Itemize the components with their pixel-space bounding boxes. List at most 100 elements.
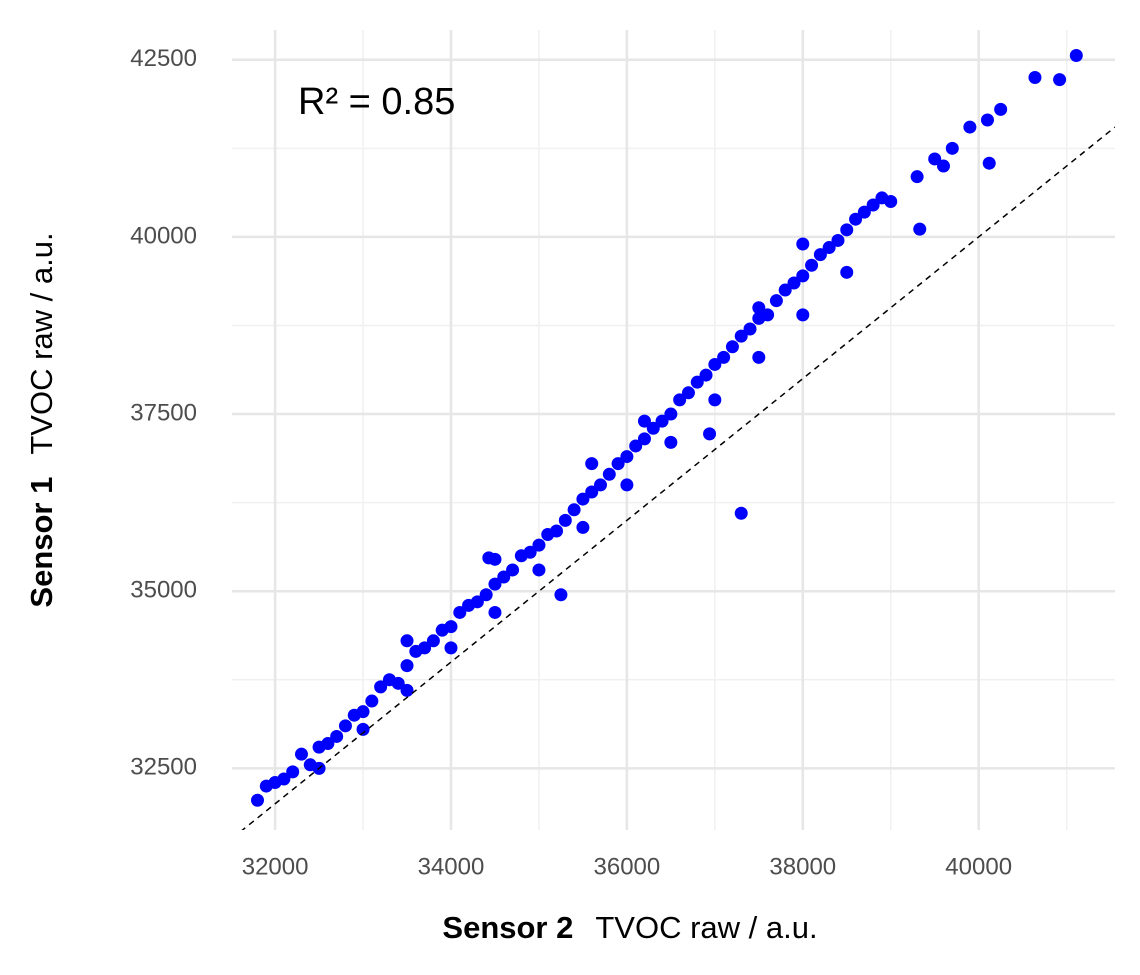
point [532,563,546,577]
point [769,294,783,308]
point [365,694,379,708]
point [611,457,625,471]
point [1069,49,1083,63]
point [994,102,1008,116]
point [294,747,308,761]
point [550,524,564,538]
point [400,683,414,697]
point [725,340,739,354]
point [444,620,458,634]
point [488,577,502,591]
point [761,308,775,322]
point [251,793,265,807]
point [321,737,335,751]
x-tick-label: 38000 [769,853,836,880]
x-tick-label: 34000 [418,853,485,880]
point [637,414,651,428]
point [866,198,880,212]
point [629,439,643,453]
point [277,772,291,786]
point [554,588,568,602]
point [532,538,546,552]
point [673,393,687,407]
x-tick-label: 32000 [242,853,309,880]
x-axis-label: Sensor 2 TVOC raw / a.u. [442,910,817,945]
point [928,152,942,166]
point [594,478,608,492]
point [849,212,863,226]
point [752,350,766,364]
point [752,301,766,315]
y-tick-label: 42500 [130,45,197,72]
point [567,503,581,517]
y-tick-label: 35000 [130,577,197,604]
x-label-bold: Sensor 2 [442,910,573,945]
x-tick-label: 36000 [594,853,661,880]
point [840,223,854,237]
point [913,222,927,236]
point [585,485,599,499]
point [778,283,792,297]
point [796,237,810,251]
point [787,276,801,290]
point [708,357,722,371]
point [330,729,344,743]
point [558,513,572,527]
point [391,676,405,690]
point [479,588,493,602]
point [703,427,717,441]
point [356,705,370,719]
point [937,159,951,173]
annotation: R² = 0.85 [298,81,455,123]
point [708,393,722,407]
point [840,265,854,279]
y-label-text: TVOC raw / a.u. [24,232,59,454]
point [400,659,414,673]
point [796,269,810,283]
point [646,421,660,435]
point [813,248,827,262]
point [286,765,300,779]
point [453,605,467,619]
point [796,308,810,322]
point [400,634,414,648]
point [734,329,748,343]
point [822,241,836,255]
point [637,432,651,446]
point [426,634,440,648]
y-tick-label: 40000 [130,222,197,249]
point [681,386,695,400]
point [602,467,616,481]
point [1053,73,1067,87]
point [585,457,599,471]
y-axis-label: Sensor 1 TVOC raw / a.u. [24,232,59,607]
point [418,641,432,655]
y-tick-label: 32500 [130,754,197,781]
point [470,595,484,609]
point [980,113,994,127]
point [497,570,511,584]
point [910,170,924,184]
point [655,414,669,428]
point [576,520,590,534]
point [374,680,388,694]
x-label-text: TVOC raw / a.u. [595,910,817,945]
point [506,563,520,577]
point [338,719,352,733]
point [1028,70,1042,84]
point [734,506,748,520]
point [982,156,996,170]
y-label-bold: Sensor 1 [24,477,59,608]
x-tick-label: 40000 [945,853,1012,880]
reference-line [241,126,1115,830]
point [620,478,634,492]
point [884,194,898,208]
point [664,407,678,421]
point [664,435,678,449]
point [805,258,819,272]
point [620,450,634,464]
point [690,375,704,389]
point [963,120,977,134]
plot-area [241,49,1115,830]
